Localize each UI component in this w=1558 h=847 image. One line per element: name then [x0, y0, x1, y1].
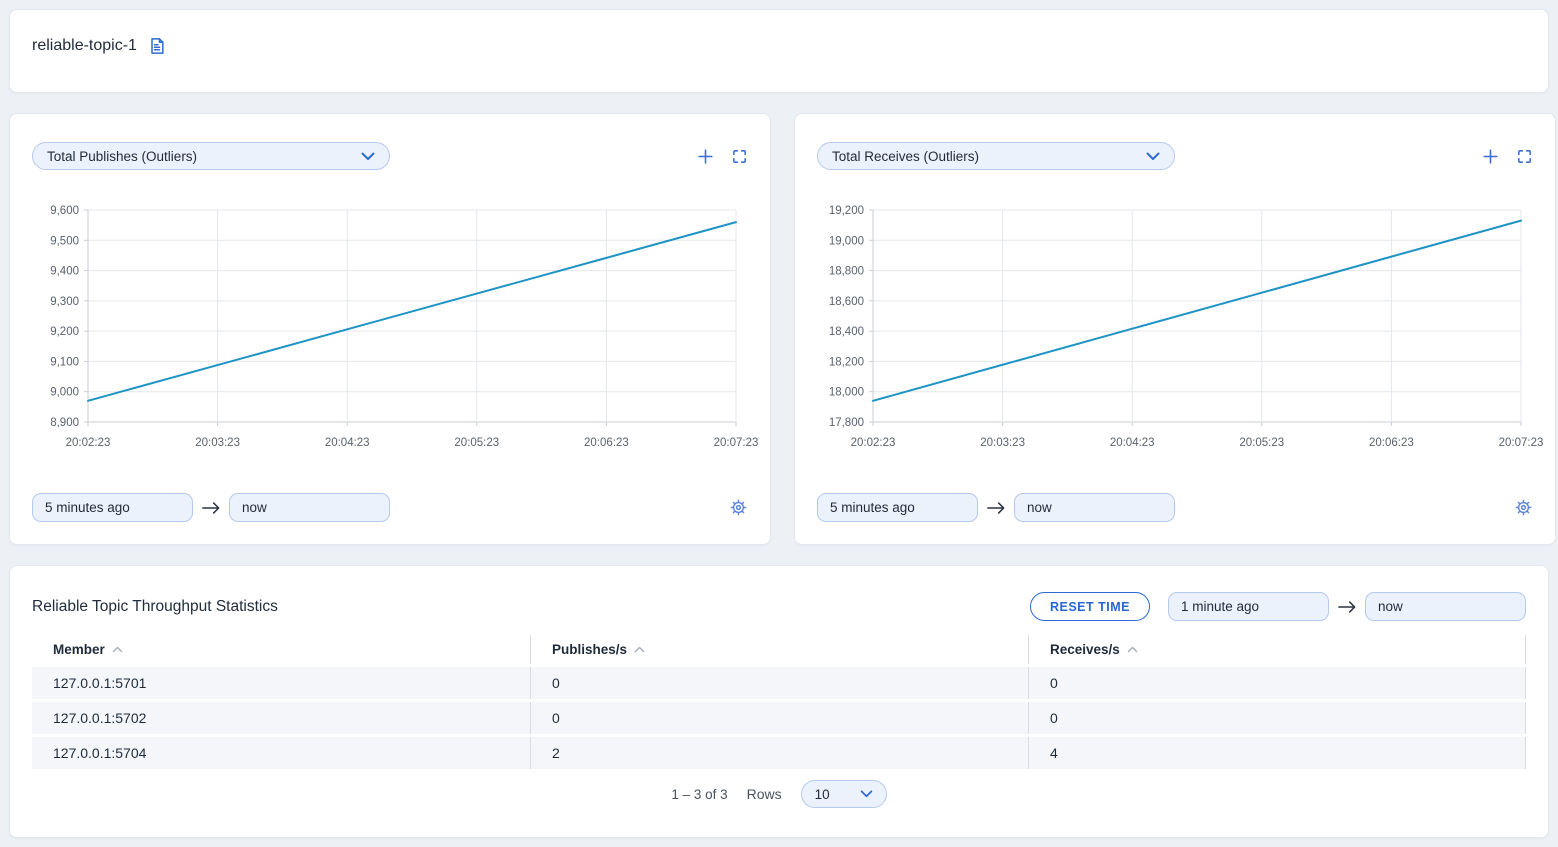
page-range-text: 1 – 3 of 3 — [671, 786, 728, 802]
metric-selector-label: Total Receives (Outliers) — [832, 148, 980, 164]
panel-title: Reliable Topic Throughput Statistics — [32, 597, 278, 615]
time-from-input[interactable] — [817, 493, 978, 522]
table-row-member[interactable]: 127.0.0.1:5704 — [32, 737, 530, 769]
svg-text:20:04:23: 20:04:23 — [1110, 437, 1155, 449]
svg-text:9,600: 9,600 — [50, 205, 79, 217]
gear-icon[interactable] — [1514, 498, 1533, 517]
rows-per-page-value: 10 — [814, 786, 830, 802]
table-row-receives: 4 — [1028, 737, 1526, 769]
throughput-table: Member Publishes/s Receives/s 127.0.0.1:… — [32, 635, 1526, 769]
svg-text:18,600: 18,600 — [829, 296, 864, 308]
fullscreen-icon[interactable] — [731, 148, 748, 165]
column-header-receives[interactable]: Receives/s — [1028, 635, 1526, 664]
metric-selector-label: Total Publishes (Outliers) — [47, 148, 198, 164]
svg-text:20:02:23: 20:02:23 — [66, 437, 111, 449]
sort-caret-icon — [112, 646, 123, 653]
table-row-publishes: 2 — [530, 737, 1028, 769]
metric-selector-publishes[interactable]: Total Publishes (Outliers) — [32, 142, 390, 170]
svg-text:20:02:23: 20:02:23 — [851, 437, 896, 449]
sort-caret-icon — [634, 646, 645, 653]
svg-text:9,500: 9,500 — [50, 235, 79, 247]
reset-time-button[interactable]: RESET TIME — [1029, 592, 1150, 621]
charts-row: Total Publishes (Outliers) — [9, 113, 1556, 545]
publishes-chart-card: Total Publishes (Outliers) — [9, 113, 771, 545]
svg-text:20:07:23: 20:07:23 — [714, 437, 759, 449]
sort-caret-icon — [1127, 646, 1138, 653]
topic-header-card: reliable-topic-1 — [9, 9, 1549, 93]
table-row-receives: 0 — [1028, 702, 1526, 734]
page-title: reliable-topic-1 — [32, 37, 137, 54]
throughput-statistics-panel: Reliable Topic Throughput Statistics RES… — [9, 565, 1549, 838]
svg-text:19,000: 19,000 — [829, 235, 864, 247]
column-header-publishes[interactable]: Publishes/s — [530, 635, 1028, 664]
metric-selector-receives[interactable]: Total Receives (Outliers) — [817, 142, 1175, 170]
svg-text:20:03:23: 20:03:23 — [195, 437, 240, 449]
time-to-input[interactable] — [229, 493, 390, 522]
document-icon[interactable] — [147, 36, 167, 56]
svg-text:20:06:23: 20:06:23 — [1369, 437, 1414, 449]
svg-text:9,200: 9,200 — [50, 326, 79, 338]
svg-text:20:04:23: 20:04:23 — [325, 437, 370, 449]
svg-text:19,200: 19,200 — [829, 205, 864, 217]
svg-text:20:03:23: 20:03:23 — [980, 437, 1025, 449]
gear-icon[interactable] — [729, 498, 748, 517]
svg-text:20:05:23: 20:05:23 — [454, 437, 499, 449]
arrow-right-icon — [202, 501, 220, 515]
svg-text:18,200: 18,200 — [829, 356, 864, 368]
chevron-down-icon — [860, 790, 873, 798]
svg-text:8,900: 8,900 — [50, 417, 79, 429]
svg-text:18,000: 18,000 — [829, 387, 864, 399]
table-row-receives: 0 — [1028, 667, 1526, 699]
stats-time-from-input[interactable] — [1168, 592, 1329, 621]
table-row-member[interactable]: 127.0.0.1:5702 — [32, 702, 530, 734]
arrow-right-icon — [987, 501, 1005, 515]
publishes-line-chart: 8,900 9,000 9,100 9,200 9,300 9,400 9,500 9,600… — [32, 200, 758, 457]
chevron-down-icon — [1146, 152, 1160, 161]
svg-text:20:07:23: 20:07:23 — [1499, 437, 1544, 449]
rows-per-page-label: Rows — [746, 786, 782, 802]
table-row-publishes: 0 — [530, 667, 1028, 699]
time-from-input[interactable] — [32, 493, 193, 522]
table-row-member[interactable]: 127.0.0.1:5701 — [32, 667, 530, 699]
stats-time-to-input[interactable] — [1365, 592, 1526, 621]
table-row-publishes: 0 — [530, 702, 1028, 734]
arrow-right-icon — [1338, 600, 1356, 614]
receives-chart-card: Total Receives (Outliers) — [794, 113, 1556, 545]
svg-text:9,100: 9,100 — [50, 356, 79, 368]
svg-text:9,300: 9,300 — [50, 296, 79, 308]
svg-text:20:05:23: 20:05:23 — [1239, 437, 1284, 449]
svg-text:18,400: 18,400 — [829, 326, 864, 338]
svg-text:18,800: 18,800 — [829, 266, 864, 278]
column-header-member[interactable]: Member — [32, 635, 530, 664]
fullscreen-icon[interactable] — [1516, 148, 1533, 165]
add-chart-icon[interactable] — [696, 147, 715, 166]
chevron-down-icon — [361, 152, 375, 161]
svg-text:9,400: 9,400 — [50, 266, 79, 278]
svg-text:20:06:23: 20:06:23 — [584, 437, 629, 449]
receives-line-chart: 17,800 18,000 18,200 18,400 18,600 18,800 19,0… — [817, 200, 1544, 457]
pagination: 1 – 3 of 3 Rows 10 — [32, 780, 1526, 808]
time-to-input[interactable] — [1014, 493, 1175, 522]
rows-per-page-select[interactable]: 10 — [800, 780, 887, 808]
svg-text:9,000: 9,000 — [50, 387, 79, 399]
add-chart-icon[interactable] — [1481, 147, 1500, 166]
svg-text:17,800: 17,800 — [829, 417, 864, 429]
